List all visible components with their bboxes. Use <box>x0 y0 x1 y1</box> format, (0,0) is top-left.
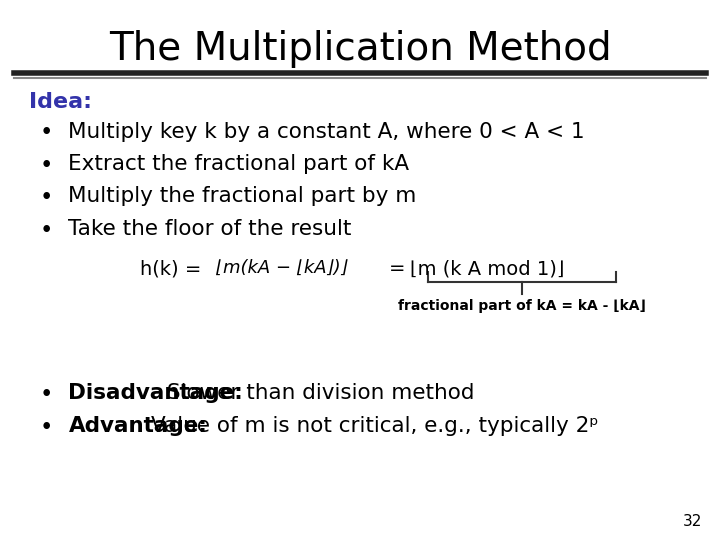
Text: Slower than division method: Slower than division method <box>167 383 474 403</box>
Text: •: • <box>40 186 53 210</box>
Text: Take the floor of the result: Take the floor of the result <box>68 219 352 239</box>
Text: Advantage:: Advantage: <box>68 416 207 436</box>
Text: ⌊m(kA − ⌊kA⌋)⌋: ⌊m(kA − ⌊kA⌋)⌋ <box>216 259 348 277</box>
Text: •: • <box>40 122 53 145</box>
Text: •: • <box>40 416 53 439</box>
Text: 32: 32 <box>683 514 702 529</box>
Text: =: = <box>389 259 405 278</box>
Text: Value of m is not critical, e.g., typically 2ᵖ: Value of m is not critical, e.g., typica… <box>151 416 599 436</box>
Text: •: • <box>40 219 53 242</box>
Text: ⌊m (k A mod 1)⌋: ⌊m (k A mod 1)⌋ <box>410 259 565 278</box>
Text: The Multiplication Method: The Multiplication Method <box>109 30 611 68</box>
Text: Extract the fractional part of kA: Extract the fractional part of kA <box>68 154 410 174</box>
Text: fractional part of kA = kA - ⌊kA⌋: fractional part of kA = kA - ⌊kA⌋ <box>398 299 646 313</box>
Text: Multiply the fractional part by m: Multiply the fractional part by m <box>68 186 417 206</box>
Text: h(k) =: h(k) = <box>140 259 202 278</box>
Text: Disadvantage:: Disadvantage: <box>68 383 243 403</box>
Text: •: • <box>40 383 53 407</box>
Text: Multiply key k by a constant A, where 0 < A < 1: Multiply key k by a constant A, where 0 … <box>68 122 585 141</box>
Text: •: • <box>40 154 53 177</box>
Text: Idea:: Idea: <box>29 92 92 112</box>
